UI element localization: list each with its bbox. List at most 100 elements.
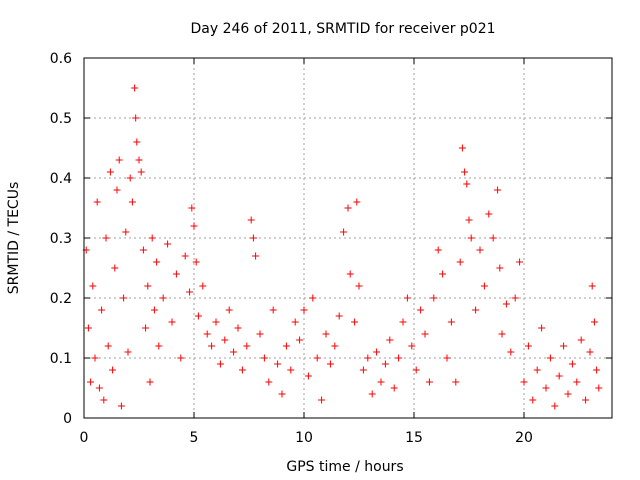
- data-point: [115, 156, 123, 164]
- chart-title: Day 246 of 2011, SRMTID for receiver p02…: [190, 21, 495, 37]
- data-point: [164, 240, 172, 248]
- data-points: [82, 84, 603, 410]
- data-point: [564, 390, 572, 398]
- data-point: [256, 330, 264, 338]
- x-tick-label: 15: [405, 430, 423, 446]
- data-point: [252, 252, 260, 260]
- data-point: [238, 366, 246, 374]
- data-point: [265, 378, 273, 386]
- data-point: [111, 264, 119, 272]
- y-tick-label: 0.6: [50, 51, 72, 67]
- data-point: [128, 198, 136, 206]
- data-point: [430, 294, 438, 302]
- data-point: [582, 396, 590, 404]
- data-point: [573, 378, 581, 386]
- data-point: [216, 360, 224, 368]
- data-point: [443, 354, 451, 362]
- data-point: [456, 258, 464, 266]
- data-point: [113, 186, 121, 194]
- data-point: [560, 342, 568, 350]
- data-point: [168, 318, 176, 326]
- data-point: [542, 384, 550, 392]
- data-point: [507, 348, 515, 356]
- data-point: [95, 384, 103, 392]
- data-point: [359, 366, 367, 374]
- data-point: [122, 228, 130, 236]
- data-point: [408, 342, 416, 350]
- data-point: [120, 294, 128, 302]
- data-point: [511, 294, 519, 302]
- data-point: [291, 318, 299, 326]
- x-axis-label: GPS time / hours: [286, 459, 403, 475]
- data-point: [190, 222, 198, 230]
- data-point: [555, 372, 563, 380]
- data-point: [593, 366, 601, 374]
- data-point: [412, 366, 420, 374]
- data-point: [368, 390, 376, 398]
- data-point: [274, 360, 282, 368]
- data-point: [133, 138, 141, 146]
- data-point: [87, 378, 95, 386]
- data-point: [304, 372, 312, 380]
- data-point: [146, 378, 154, 386]
- data-point: [351, 318, 359, 326]
- data-point: [399, 318, 407, 326]
- data-point: [194, 312, 202, 320]
- data-point: [313, 354, 321, 362]
- data-point: [132, 114, 140, 122]
- axis-ticks: 0 0.1 0.2 0.3 0.4 0.5 0.6 0 5 10 15 20: [50, 51, 612, 446]
- data-point: [212, 318, 220, 326]
- data-point: [322, 330, 330, 338]
- data-point: [203, 330, 211, 338]
- data-point: [137, 168, 145, 176]
- y-tick-label: 0.5: [50, 111, 72, 127]
- x-tick-label: 5: [190, 430, 199, 446]
- grid: [84, 58, 612, 418]
- data-point: [502, 300, 510, 308]
- y-axis-label: SRMTID / TECUs: [6, 182, 22, 295]
- data-point: [104, 342, 112, 350]
- data-point: [309, 294, 317, 302]
- data-point: [496, 264, 504, 272]
- data-point: [346, 270, 354, 278]
- data-point: [234, 324, 242, 332]
- data-point: [89, 282, 97, 290]
- data-point: [373, 348, 381, 356]
- data-point: [465, 216, 473, 224]
- data-point: [498, 330, 506, 338]
- data-point: [472, 306, 480, 314]
- data-point: [300, 306, 308, 314]
- data-point: [340, 228, 348, 236]
- data-point: [260, 354, 268, 362]
- data-point: [186, 288, 194, 296]
- y-tick-label: 0: [63, 411, 72, 427]
- data-point: [243, 342, 251, 350]
- data-point: [344, 204, 352, 212]
- data-point: [181, 252, 189, 260]
- data-point: [199, 282, 207, 290]
- data-point: [533, 366, 541, 374]
- data-point: [148, 234, 156, 242]
- data-point: [463, 180, 471, 188]
- data-point: [106, 168, 114, 176]
- data-point: [117, 402, 125, 410]
- data-point: [188, 204, 196, 212]
- data-point: [135, 156, 143, 164]
- data-point: [230, 348, 238, 356]
- data-point: [172, 270, 180, 278]
- plot-frame: [83, 57, 613, 419]
- data-point: [355, 282, 363, 290]
- data-point: [139, 246, 147, 254]
- data-point: [318, 396, 326, 404]
- data-point: [150, 306, 158, 314]
- data-point: [177, 354, 185, 362]
- data-point: [516, 258, 524, 266]
- data-point: [485, 210, 493, 218]
- data-point: [131, 84, 139, 92]
- data-point: [326, 360, 334, 368]
- data-point: [458, 144, 466, 152]
- data-point: [192, 258, 200, 266]
- data-point: [568, 360, 576, 368]
- data-point: [126, 174, 134, 182]
